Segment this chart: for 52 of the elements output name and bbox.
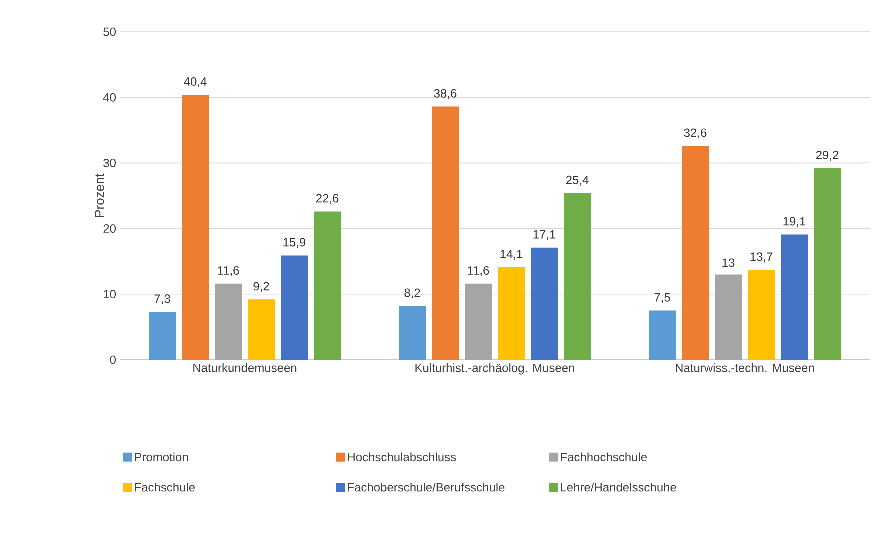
y-tick-label: 20 [104,224,116,234]
bar [399,306,426,360]
bar [498,268,526,360]
bar [649,310,676,360]
data-label: 17,1 [534,230,556,240]
bar [314,212,342,360]
bar [248,300,276,360]
y-tick-label: 50 [104,28,116,36]
y-tick-label: 10 [104,290,116,299]
legend-label: Fachschule [135,482,196,492]
bar [564,193,592,360]
data-label: 7,3 [154,294,170,305]
data-label: 7,5 [654,293,670,304]
x-tick-label: Kulturhist.-archäolog. Museen [416,364,574,375]
x-tick-label: Naturkundemuseen [194,364,297,372]
data-label: 29,2 [816,151,839,161]
bar [715,274,742,360]
bar [531,248,558,360]
bar [781,234,808,360]
data-label: 11,6 [468,266,490,276]
y-tick-label: 40 [103,93,116,102]
data-label: 22,6 [316,194,339,204]
data-label: 13,7 [750,252,773,263]
bar [465,284,492,360]
data-label: 32,6 [684,128,707,139]
data-label: 8,2 [404,288,420,299]
data-label: 11,6 [218,266,240,276]
bar [748,270,776,360]
data-label: 13 [722,258,735,268]
data-label: 15,9 [284,238,306,248]
bar [432,106,460,360]
legend-label: Promotion [135,452,188,462]
y-tick-label: 30 [104,158,116,168]
y-axis-title: Prozent [95,174,104,218]
data-label: 25,4 [566,176,589,186]
bar [281,256,308,360]
data-label: 38,6 [434,89,457,100]
legend-label: Hochschulabschluss [348,452,456,462]
y-tick-label: 0 [110,356,116,364]
bar [682,146,710,360]
bar [814,168,842,360]
bar [182,94,210,360]
data-label: 40,4 [184,78,207,88]
bar [215,284,242,360]
legend-label: Lehre/Handelsschuhe [561,482,676,492]
x-tick-label: Naturwiss.-techn. Museen [676,364,814,372]
bar [149,312,176,360]
data-label: 9,2 [254,282,270,292]
legend-label: Fachoberschule/Berufsschule [348,482,505,492]
data-label: 14,1 [500,250,523,260]
legend-label: Fachhochschule [561,452,648,462]
data-label: 19,1 [784,217,806,228]
